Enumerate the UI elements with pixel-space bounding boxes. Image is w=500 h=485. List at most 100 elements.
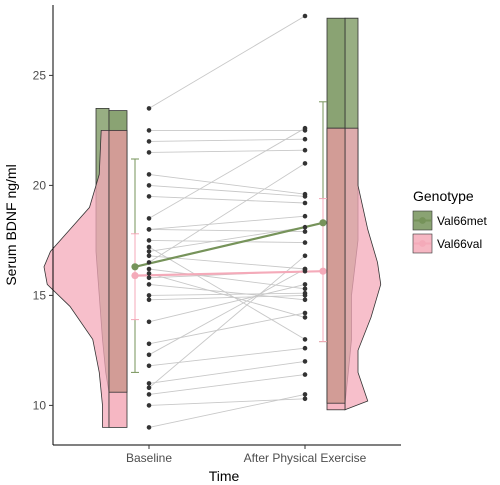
paired-line [148,347,306,367]
data-point [302,13,308,19]
paired-line [148,184,306,197]
data-point [146,352,152,358]
paired-line [148,374,306,395]
data-point [146,238,152,243]
paired-line [148,360,306,384]
paired-line [148,246,306,340]
data-point [302,293,308,298]
y-tick-label: 20 [33,178,47,192]
paired-line [148,163,306,263]
data-point [302,396,308,402]
mean-lines-layer [131,219,327,280]
data-point [302,345,308,351]
axes-layer [52,5,401,446]
paired-line [148,149,306,153]
y-tick-label: 25 [33,68,47,82]
data-point [146,282,152,287]
data-point [302,161,308,166]
data-point [302,372,308,377]
paired-line [148,268,306,356]
x-axis-title: Time [209,468,240,484]
legend-label-val66val: Val66val [437,237,482,251]
legend-title: Genotype [413,188,474,204]
mean-point-val66val [131,272,139,280]
data-point [146,183,152,188]
data-point [146,150,152,155]
data-point [146,227,152,232]
paired-line [148,272,306,318]
data-point [146,381,152,386]
points-layer [146,13,308,430]
overlap-box-0 [108,129,128,393]
y-tick-label: 10 [33,398,47,412]
data-point [302,200,308,206]
data-point [146,403,152,408]
data-point [146,216,152,221]
data-point [302,229,308,234]
data-point [146,425,152,430]
data-point [146,271,152,276]
data-point [302,194,308,199]
data-point [146,363,152,369]
paired-line [148,283,306,301]
mean-line-val66val [134,270,324,277]
density-val66val-0 [43,130,110,428]
data-point [146,293,152,298]
paired-line [148,294,306,301]
legend-label-val66met: Val66met [437,214,487,228]
data-point [302,282,308,287]
paired-line [148,239,306,244]
data-point [146,385,152,391]
paired-line [148,226,306,252]
data-point [302,392,308,397]
data-point [302,315,308,320]
data-point [302,224,308,230]
mean-line-val66met [134,221,324,268]
paired-line [148,138,306,142]
ticks-layer: 10 15 20 25 Baseline After Physical Exercise [33,68,367,465]
data-point [302,253,308,259]
data-point [146,319,152,325]
legend-key-point-val66met [419,217,426,224]
mean-point-val66val [319,267,327,275]
paired-line [148,312,306,345]
data-point [146,260,152,265]
data-point [302,310,308,316]
distributions-layer [43,17,382,428]
paired-line [148,195,306,204]
data-point [146,194,152,199]
data-point [302,240,308,245]
paired-line [148,173,306,195]
data-point [146,249,152,254]
paired-line [148,283,306,323]
data-point [146,341,152,347]
data-point [146,297,152,303]
paired-line [148,215,306,230]
data-point [302,213,308,219]
paired-line [148,15,306,109]
data-point [146,172,152,177]
data-point [146,392,152,397]
data-point [302,359,308,364]
data-point [146,106,152,111]
data-point [146,275,152,281]
data-point [146,266,152,272]
data-point [302,286,308,292]
data-point [146,128,152,133]
mean-point-val66met [319,219,327,227]
x-tick-label: After Physical Exercise [244,451,367,465]
data-point [302,266,308,272]
data-point [146,253,152,259]
y-tick-label: 15 [33,288,47,302]
mean-point-val66met [131,263,139,271]
legend-key-point-val66val [419,240,426,247]
legend: Genotype Val66met Val66val [412,188,487,254]
data-point [146,244,152,250]
data-point [302,136,308,142]
data-point [302,147,308,153]
overlap-box-1 [326,127,346,404]
data-point [302,125,308,131]
data-point [146,139,152,144]
paired-line [148,268,306,290]
